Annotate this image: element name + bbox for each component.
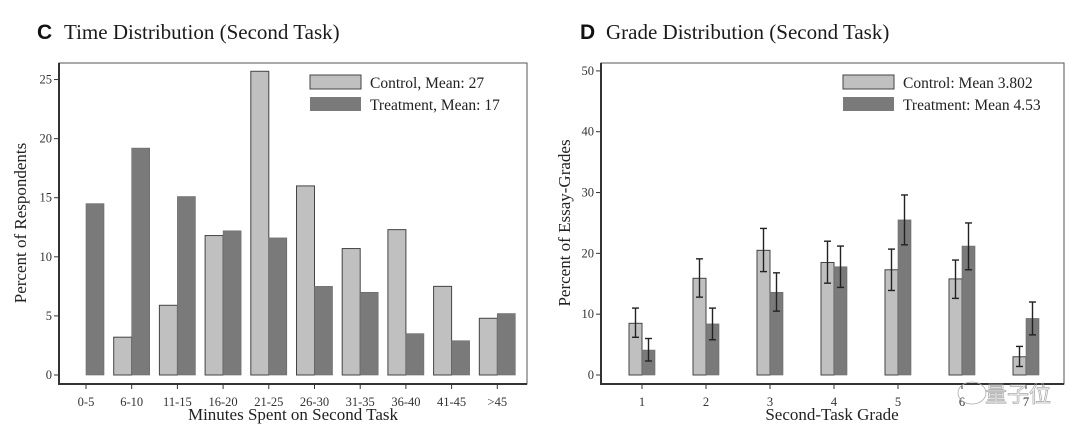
bar-treatment (85, 203, 105, 376)
bar-control (158, 304, 178, 376)
bar-treatment (131, 147, 150, 376)
watermark: 量子位 (957, 381, 1051, 408)
x-tick-label: 7 (1023, 395, 1029, 409)
y-axis-label: Percent of Essay-Grades (555, 139, 574, 306)
legend: Control: Mean 3.802 Treatment: Mean 4.53 (842, 74, 1041, 114)
y-tick-label: 10 (582, 307, 595, 321)
x-tick-label: 41-45 (437, 395, 466, 409)
legend-label-treatment: Treatment, Mean: 17 (370, 97, 500, 114)
x-tick-label: 3 (767, 395, 773, 409)
chart-title: Grade Distribution (Second Task) (606, 20, 889, 44)
x-tick-label: 4 (831, 395, 838, 409)
y-tick-label: 20 (40, 132, 53, 146)
y-tick-label: 50 (582, 64, 595, 78)
panel-letter: C (37, 21, 52, 44)
bar-control (204, 235, 224, 376)
y-axis-label: Percent of Respondents (11, 143, 30, 304)
bar-control (433, 285, 453, 376)
x-tick-label: 31-35 (346, 395, 375, 409)
x-tick-label: 0-5 (78, 395, 95, 409)
x-tick-label: 5 (895, 395, 901, 409)
x-tick-label: 11-15 (163, 395, 192, 409)
time-distribution-chart: C Time Distribution (Second Task) 0 5 10 15… (11, 20, 528, 424)
wechat-logo-icon (957, 381, 987, 405)
legend-label-control: Control, Mean: 27 (370, 75, 484, 92)
y-tick-label: 30 (582, 186, 595, 200)
bar-treatment (405, 333, 425, 376)
legend-swatch-control (842, 74, 895, 90)
x-tick-label: 6-10 (120, 395, 143, 409)
bar-treatment (314, 286, 333, 376)
x-tick-label: 2 (703, 395, 709, 409)
x-tick-label: 6 (959, 395, 965, 409)
x-tick-label: 36-40 (391, 395, 420, 409)
x-tick-label: 16-20 (209, 395, 238, 409)
bar-control (341, 248, 361, 376)
panel-letter: D (580, 21, 595, 44)
x-tick-label: 26-30 (300, 395, 329, 409)
bar-control (296, 185, 315, 376)
y-tick-label: 5 (46, 309, 52, 323)
legend-swatch-control (309, 74, 362, 90)
bar-control (387, 229, 407, 376)
legend-label-treatment: Treatment: Mean 4.53 (903, 97, 1041, 114)
y-tick-label: 0 (46, 368, 52, 382)
x-tick-label: >45 (488, 395, 508, 409)
x-axis-label: Second-Task Grade (765, 405, 898, 424)
y-tick-label: 20 (582, 246, 595, 260)
x-tick-label: 1 (639, 395, 645, 409)
x-tick-label: 21-25 (254, 395, 283, 409)
bar-control (113, 336, 133, 376)
y-tick-label: 15 (40, 191, 53, 205)
y-tick-label: 25 (40, 73, 53, 87)
bar-treatment (222, 230, 242, 376)
bar-treatment (451, 340, 470, 376)
y-tick-label: 0 (588, 368, 594, 382)
legend-swatch-treatment (310, 97, 361, 111)
chart-title: Time Distribution (Second Task) (64, 20, 340, 44)
bar-treatment (177, 196, 196, 376)
legend-label-control: Control: Mean 3.802 (903, 75, 1033, 92)
grade-distribution-chart: D Grade Distribution (Second Task) 0 10 20… (555, 20, 1065, 424)
y-tick-label: 40 (582, 125, 595, 139)
x-axis-label: Minutes Spent on Second Task (188, 405, 399, 424)
bar-control (250, 70, 270, 376)
legend: Control, Mean: 27 Treatment, Mean: 17 (309, 74, 500, 114)
bar-treatment (359, 291, 379, 376)
legend-swatch-treatment (843, 97, 894, 111)
bar-treatment (268, 237, 288, 376)
bar-treatment (496, 313, 516, 376)
bar-control (478, 317, 498, 376)
watermark-text: 量子位 (985, 383, 1051, 408)
y-tick-label: 10 (40, 250, 53, 264)
